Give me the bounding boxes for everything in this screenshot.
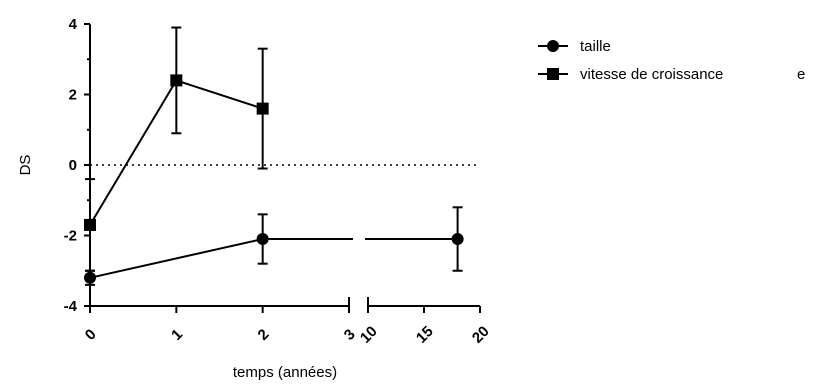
x-tick-label: 10: [357, 323, 381, 347]
x-tick-label: 2: [255, 326, 273, 344]
data-point-square: [170, 74, 183, 87]
series-square: [84, 26, 269, 272]
x-tick-label: 0: [82, 326, 100, 344]
data-point-circle: [84, 271, 96, 284]
legend: taille vitesse de croissance е: [538, 38, 805, 83]
x-axis-title: temps (années): [233, 364, 337, 381]
data-point-square: [84, 218, 96, 231]
series-circle: [84, 206, 464, 286]
data-point-circle: [256, 233, 269, 246]
x-tick-label: 1: [168, 326, 186, 344]
data-point-square: [256, 102, 269, 115]
y-tick-label: -2: [64, 228, 77, 245]
series-line: [89, 238, 263, 279]
data-point-circle: [451, 233, 464, 246]
legend-marker-circle: [547, 40, 559, 52]
legend-label: taille: [580, 38, 611, 55]
series-line: [89, 79, 178, 226]
series-group: [84, 26, 464, 286]
legend-clipped-text: е: [797, 66, 805, 83]
legend-marker-square: [547, 68, 559, 80]
y-tick-label: 4: [69, 16, 78, 33]
y-tick-label: 2: [69, 87, 77, 104]
y-tick-label: -4: [64, 298, 78, 315]
axes: 420-2-40 1 2 310 15 20: [64, 16, 493, 347]
y-tick-label: 0: [69, 157, 77, 174]
legend-label: vitesse de croissance: [580, 66, 723, 83]
y-axis-title: DS: [17, 155, 34, 176]
x-tick-label: 15: [413, 323, 437, 347]
series-line: [176, 79, 263, 110]
x-tick-label: 20: [469, 323, 493, 347]
